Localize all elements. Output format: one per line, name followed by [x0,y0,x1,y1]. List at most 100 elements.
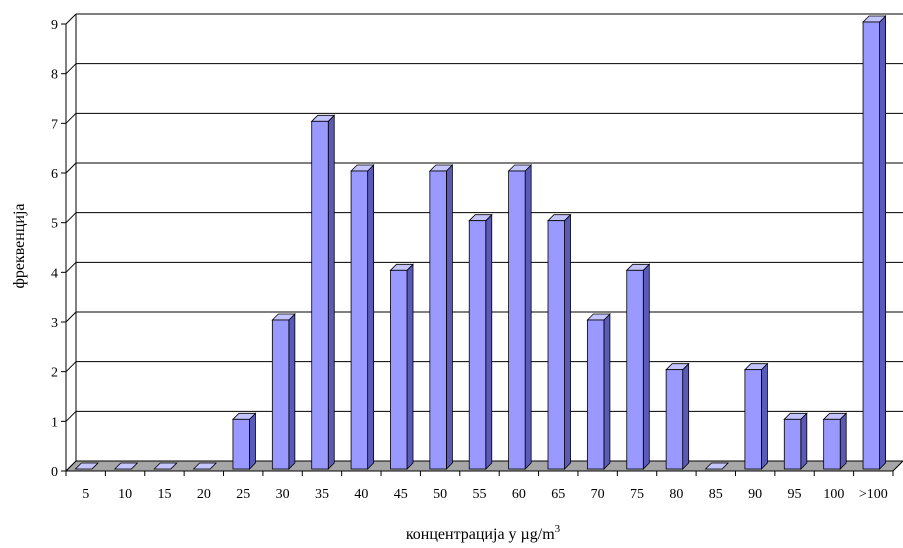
bar [862,15,887,470]
side-wall-gridline [65,261,77,273]
x-tick-label: 70 [591,487,605,502]
side-wall-gridline [65,311,77,323]
side-wall-gridline [65,361,77,373]
bar-front [586,319,605,470]
bar-side [249,412,256,470]
bar [153,462,178,470]
bar [271,313,296,470]
bar-top [153,462,178,470]
x-tick-label: 15 [157,487,171,502]
bar [586,313,611,470]
bar-front [508,170,526,470]
x-tick-label: 75 [630,487,644,502]
y-tick-label: 1 [51,415,58,430]
axes [61,23,894,476]
bar [507,164,533,470]
x-tick-label: 30 [276,487,290,502]
y-tick-label: 2 [51,366,58,381]
bars [74,15,887,470]
x-tick-label: 5 [82,487,89,502]
side-wall-gridline [65,63,77,75]
x-tick-label: 25 [236,487,250,502]
bar-side [839,412,847,470]
bar-front [665,369,684,470]
bar-top [74,462,99,470]
bar-front [468,220,487,470]
x-tick-label: 90 [748,487,762,502]
bar [74,462,99,470]
x-tick-label: 40 [354,487,368,502]
bar-side [288,313,296,470]
bar-front [783,418,802,470]
bar [625,263,651,470]
x-tick-labels: 5 10 15 20 25 30 35 40 45 50 55 60 65 70 75 80 85 90 95 100… [82,487,888,502]
bar [783,412,808,470]
y-tick-labels: 0 1 2 3 4 5 6 7 8 9 [51,18,58,480]
x-tick-label: >100 [859,487,888,502]
side-wall-gridline [65,162,77,174]
side-wall-gridline [65,212,77,224]
bar [310,114,336,470]
bar [389,263,414,470]
bar [665,362,690,470]
x-axis-title-superscript: 3 [555,523,561,535]
y-tick-label: 4 [51,266,58,281]
x-tick-label: 20 [197,487,211,502]
side-wall-gridline [65,410,77,422]
y-tick-label: 7 [51,117,58,132]
bar-front [390,269,408,470]
bar [468,213,493,470]
bar [428,164,454,470]
bar-top [192,462,218,470]
y-tick-label: 9 [51,18,58,33]
bar-top [704,462,730,470]
bar-side [879,15,886,470]
bar-side [682,362,690,470]
bar-front [311,120,329,470]
side-wall-gridline [65,13,77,25]
x-tick-label: 85 [709,487,723,502]
bar-front [271,319,290,470]
bar-side [603,313,611,470]
x-tick-label: 60 [512,487,526,502]
x-tick-label: 35 [315,487,329,502]
x-tick-label: 50 [433,487,447,502]
bar [822,412,848,470]
bar-front [744,369,762,470]
x-tick-label: 10 [118,487,132,502]
y-tick-label: 3 [51,316,58,331]
bar [192,462,218,470]
bar [704,462,730,470]
bar-front [429,170,447,470]
bar-side [445,164,453,470]
bar-front [626,269,644,470]
x-axis-title-text: концентрација у µg/m [406,526,555,543]
bar-side [406,263,414,470]
x-axis-title: концентрација у µg/m3 [406,523,561,543]
bar [743,362,769,470]
bar-side [327,114,335,470]
bar-side [800,412,808,470]
bar-side [642,263,650,470]
bar-side [524,164,532,470]
bar-front [823,418,841,470]
side-wall-gridline [65,112,77,124]
bar [350,164,375,470]
x-tick-label: 80 [669,487,683,502]
x-tick-label: 55 [473,487,487,502]
bar-side [564,213,571,470]
bar [113,462,139,470]
x-tick-label: 45 [394,487,408,502]
bar-side [367,164,375,470]
bar-side [761,362,768,470]
y-axis-title: фреквенција [11,203,28,288]
bar-top [113,462,139,470]
y-tick-label: 5 [51,217,58,232]
x-tick-label: 100 [823,487,844,502]
bar [547,213,572,470]
x-tick-label: 65 [551,487,565,502]
y-tick-label: 8 [51,68,58,83]
bar [231,412,257,470]
bar-front [350,170,369,470]
